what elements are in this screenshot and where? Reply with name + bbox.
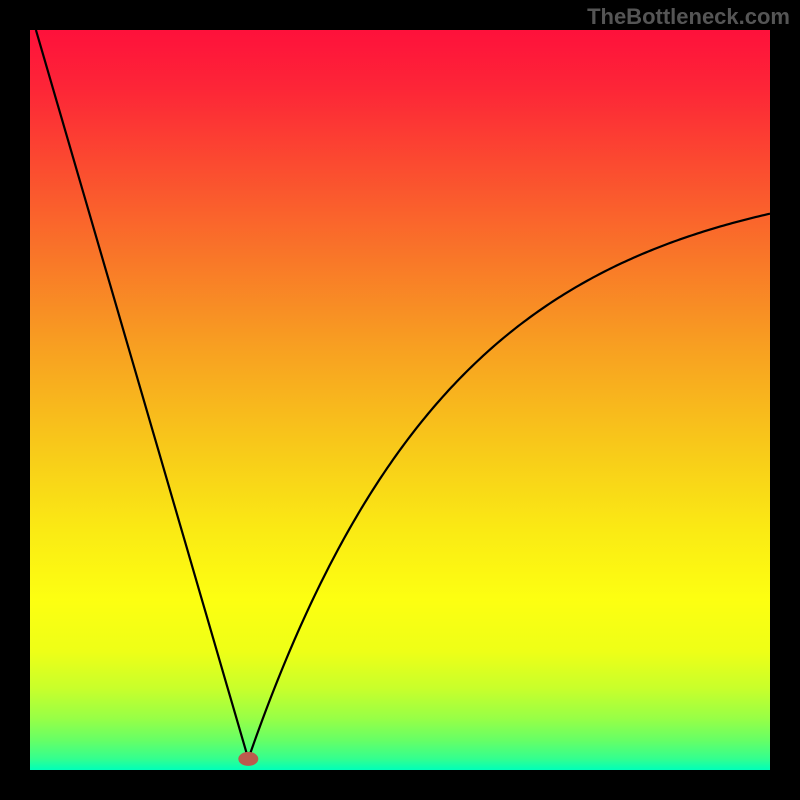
chart-stage: TheBottleneck.com — [0, 0, 800, 800]
watermark-text: TheBottleneck.com — [587, 4, 790, 30]
chart-svg — [0, 0, 800, 800]
bottleneck-marker — [238, 752, 258, 766]
chart-plot-area — [30, 30, 770, 770]
